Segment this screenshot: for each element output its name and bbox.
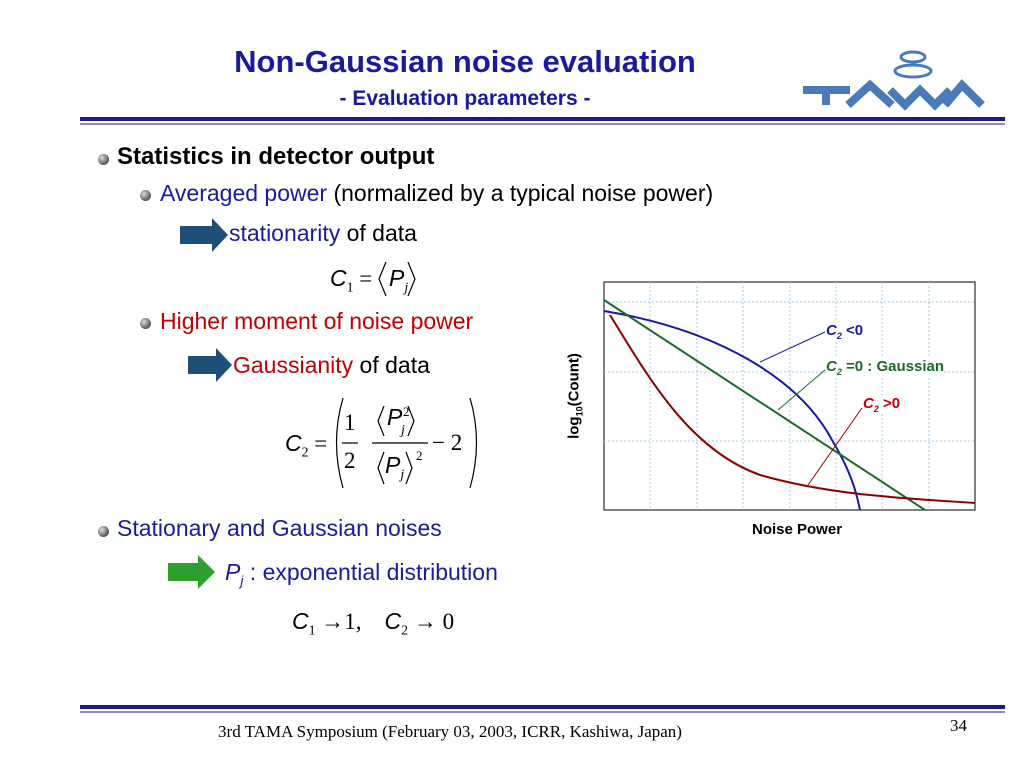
page-number: 34: [950, 716, 967, 735]
sym: C: [826, 358, 837, 375]
sub: j: [400, 466, 405, 482]
formula: − 2: [432, 430, 463, 455]
sub: 2: [836, 367, 842, 377]
text: (normalized by a typical noise power): [327, 180, 714, 206]
formula: Pj: [389, 265, 408, 296]
y-axis-label: log10(Count): [566, 353, 585, 439]
formula: Pj: [385, 452, 404, 483]
formula: C1 =: [330, 265, 372, 296]
sym: C: [330, 265, 347, 291]
text: Pj : exponential distribution: [225, 559, 498, 589]
text: of data: [353, 352, 430, 378]
bullet: [140, 190, 151, 201]
sym: P: [389, 265, 405, 291]
sym: P: [387, 404, 403, 430]
text: log: [565, 416, 583, 439]
arrows: [168, 218, 232, 589]
sub: j: [404, 279, 409, 295]
subtitle: - Evaluation parameters -: [339, 87, 591, 110]
formula: 2: [344, 448, 356, 473]
logo: [803, 50, 985, 111]
formula: C1 →1, C2 → 0: [292, 608, 454, 639]
sym: C: [292, 608, 309, 634]
sym: 1,: [344, 609, 362, 634]
sup: 2: [403, 404, 410, 419]
x-axis-label: Noise Power: [752, 521, 843, 538]
sub: 2: [873, 404, 879, 414]
sub: j: [401, 423, 405, 438]
sub: 10: [574, 406, 585, 417]
bullet: [140, 318, 151, 329]
bullet: [98, 154, 109, 165]
formula: P: [387, 404, 402, 431]
text: (Count): [565, 353, 583, 407]
bullet: [98, 526, 109, 537]
sub: 2: [836, 331, 842, 341]
brackets: [335, 261, 478, 489]
text: Statistics in detector output: [117, 143, 435, 170]
text: Averaged power (normalized by a typical …: [160, 180, 713, 207]
footer: 3rd TAMA Symposium (February 03, 2003, I…: [218, 722, 682, 741]
sub: 2: [401, 622, 409, 638]
sub: j: [240, 573, 244, 589]
text: Higher moment of noise power: [160, 308, 474, 334]
sym: 0: [442, 609, 455, 634]
formula: 1: [344, 410, 356, 435]
sym: →: [413, 609, 437, 634]
sub: 1: [346, 279, 354, 295]
sup: 2: [416, 448, 423, 463]
text: stationarity: [229, 220, 341, 246]
sym: C: [826, 322, 837, 339]
curve-label: C2 =0 : Gaussian: [826, 358, 944, 377]
sym: C: [863, 395, 874, 412]
formula: C2 =: [285, 430, 327, 461]
text: <0: [841, 322, 864, 339]
text: Averaged power: [160, 180, 328, 206]
text: =0 : Gaussian: [841, 358, 944, 375]
sym: =: [314, 431, 328, 456]
sub: 1: [308, 622, 316, 638]
sym: P: [385, 452, 401, 478]
sym: =: [359, 266, 373, 291]
sym: →: [321, 609, 345, 634]
text: Gaussianity of data: [233, 352, 430, 379]
text: : exponential distribution: [243, 559, 498, 585]
text: stationarity of data: [229, 220, 417, 247]
sym: P: [225, 559, 241, 585]
text: of data: [340, 220, 417, 246]
text: >0: [878, 395, 901, 412]
sym: C: [384, 608, 402, 634]
title: Non-Gaussian noise evaluation: [234, 44, 696, 79]
plot: [603, 281, 976, 511]
sym: C: [285, 430, 302, 456]
text: Stationary and Gaussian noises: [117, 515, 442, 541]
curve-label: C2 <0: [826, 322, 864, 341]
sub: 2: [301, 444, 309, 460]
curve-label: C2 >0: [863, 395, 901, 414]
text: Gaussianity: [233, 352, 354, 378]
